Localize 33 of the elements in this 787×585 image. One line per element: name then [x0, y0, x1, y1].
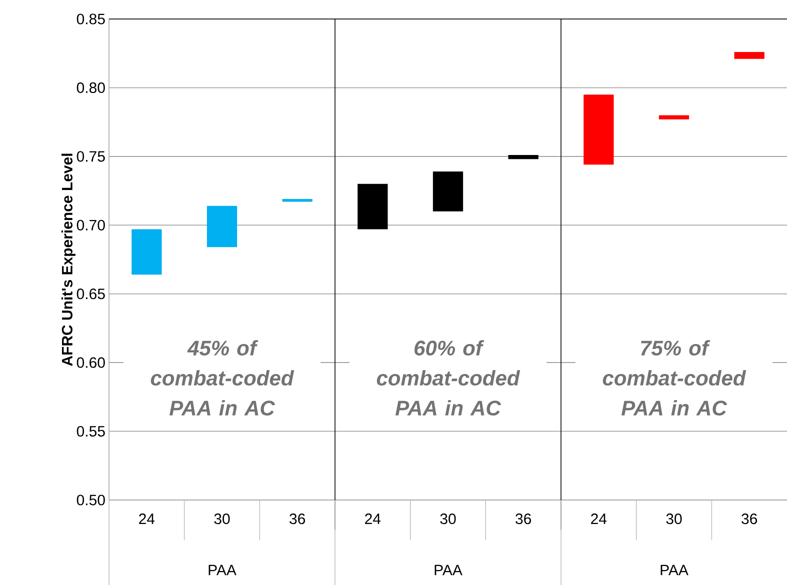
- x-tick-label: 30: [666, 514, 682, 524]
- x-tick-label: 36: [516, 514, 532, 524]
- annotation: 75% of combat-coded PAA in AC: [602, 340, 746, 416]
- bar: [508, 155, 538, 160]
- annotation: 60% of combat-coded PAA in AC: [376, 340, 520, 416]
- y-tick-label: 0.65: [76, 288, 105, 300]
- bar: [432, 172, 464, 212]
- y-tick-label: 0.60: [76, 357, 105, 368]
- x-tick-label: 24: [139, 514, 155, 524]
- x-tick-label: 24: [365, 514, 381, 524]
- bar: [584, 94, 614, 165]
- x-tick-label: 36: [742, 514, 758, 524]
- y-tick-label: 0.75: [76, 151, 105, 162]
- y-axis-title: AFRC Unit's Experience Level: [61, 154, 76, 366]
- bar: [658, 115, 690, 120]
- bar: [206, 206, 238, 248]
- y-tick-label: 0.50: [76, 494, 105, 506]
- text: PAA: [434, 564, 462, 576]
- bar: [282, 199, 312, 202]
- annotation: 45% of combat-coded PAA in AC: [150, 340, 294, 416]
- text: PAA: [208, 564, 236, 576]
- x-tick-label: 36: [290, 514, 306, 524]
- bar: [734, 52, 764, 59]
- y-tick-label: 0.85: [76, 14, 105, 24]
- x-tick-label: 24: [591, 514, 607, 524]
- bar: [358, 184, 388, 230]
- x-tick-label: 30: [440, 514, 456, 524]
- y-tick-label: 0.70: [76, 220, 105, 230]
- y-tick-label: 0.55: [76, 426, 105, 437]
- x-tick-label: 30: [214, 514, 230, 524]
- y-tick-label: 0.80: [76, 82, 105, 94]
- bar: [132, 229, 162, 275]
- text: PAA: [660, 564, 688, 576]
